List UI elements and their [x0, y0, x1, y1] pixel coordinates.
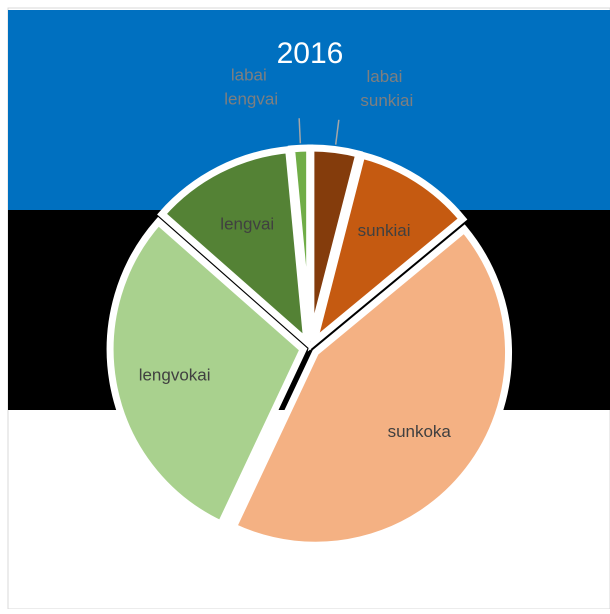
pie-slice	[157, 145, 312, 351]
data-label: labai lengvai	[224, 66, 278, 109]
data-label: labai sunkiai	[360, 67, 413, 110]
chart-title: 2016	[277, 37, 344, 70]
leader-line	[298, 118, 302, 144]
pie-slice	[106, 216, 308, 529]
data-label: lengvai	[220, 214, 274, 233]
pie-slice	[307, 150, 468, 352]
leader-line	[334, 119, 340, 145]
data-label: sunkoka	[388, 422, 452, 441]
data-label: sunkiai	[358, 221, 411, 240]
pie-slice	[228, 224, 513, 549]
data-label: lengvokai	[139, 366, 211, 385]
pie-slice	[287, 144, 314, 342]
